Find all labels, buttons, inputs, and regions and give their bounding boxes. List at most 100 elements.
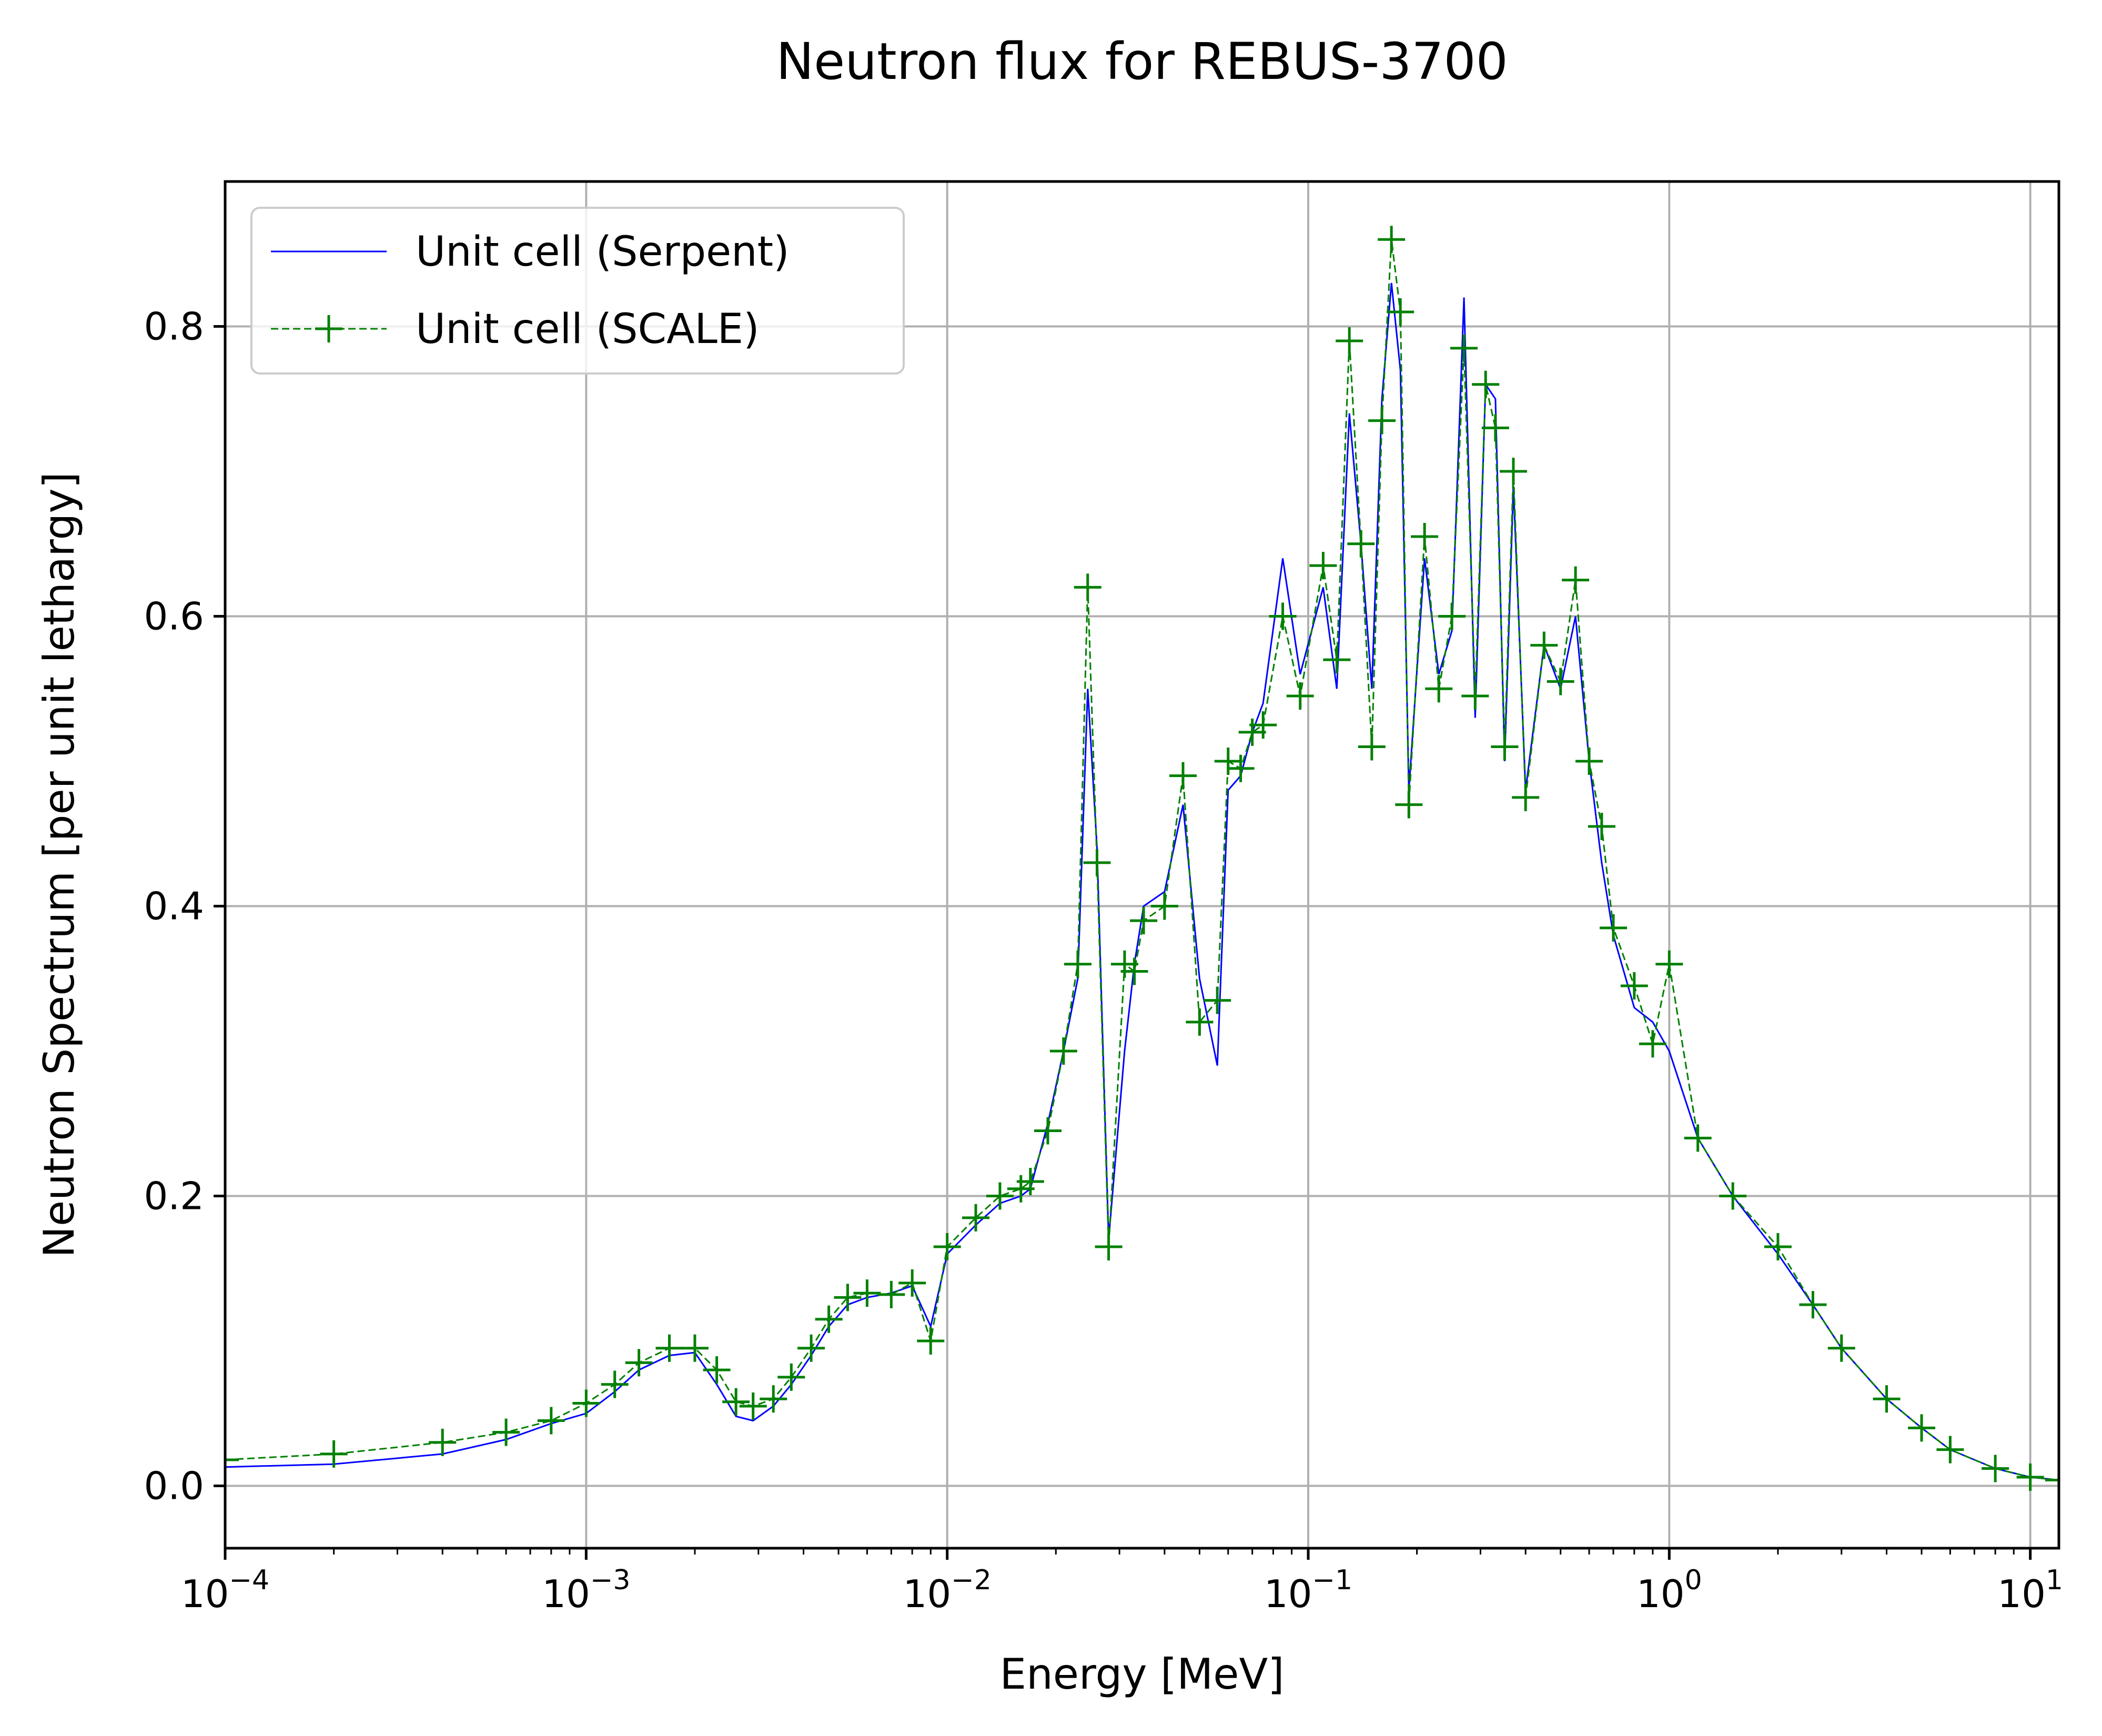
data-point — [1323, 646, 1351, 674]
data-point — [1620, 972, 1648, 1000]
data-point — [1530, 631, 1558, 659]
data-point — [1120, 957, 1148, 985]
data-point — [1588, 812, 1615, 840]
data-point — [1827, 1334, 1855, 1362]
y-tick-label: 0.8 — [144, 305, 204, 349]
data-point — [1083, 849, 1111, 876]
data-point — [1655, 950, 1683, 978]
data-point — [1562, 566, 1590, 594]
data-point — [1169, 762, 1197, 790]
data-point — [917, 1327, 945, 1355]
data-point — [1347, 530, 1375, 558]
data-point — [739, 1392, 767, 1420]
data-point — [1309, 552, 1337, 580]
data-point — [815, 1305, 843, 1333]
x-tick-label: 10−3 — [542, 1565, 630, 1616]
data-point — [933, 1233, 961, 1260]
data-point — [1358, 733, 1386, 761]
data-point — [1411, 522, 1439, 550]
data-point — [1238, 718, 1266, 746]
data-point — [572, 1389, 600, 1417]
data-point — [492, 1418, 520, 1446]
data-point — [1269, 602, 1297, 630]
data-point — [1719, 1182, 1747, 1210]
legend: Unit cell (Serpent) Unit cell (SCALE) — [250, 207, 905, 375]
data-point — [1049, 1037, 1077, 1065]
data-point — [1450, 334, 1478, 362]
x-tick-label: 100 — [1636, 1565, 1702, 1616]
y-axis-label: Neutron Spectrum [per unit lethargy] — [35, 472, 84, 1258]
axis-ticks: 10−4 10−3 10−2 10−1 100 101 0.0 0.2 0.4 0.6 0.8 — [144, 305, 2063, 1616]
data-point — [429, 1428, 457, 1456]
data-point — [1512, 783, 1540, 811]
x-tick-label: 10−2 — [903, 1565, 992, 1616]
data-point — [760, 1385, 787, 1413]
data-point — [1249, 711, 1277, 739]
data-point — [1204, 986, 1231, 1014]
data-point — [1499, 458, 1527, 486]
data-point — [1034, 1117, 1062, 1145]
data-point — [225, 1446, 239, 1473]
data-point — [2016, 1464, 2044, 1491]
y-tick-label: 0.4 — [144, 884, 204, 928]
data-point — [1016, 1167, 1044, 1195]
data-point — [853, 1279, 881, 1307]
data-point — [1873, 1385, 1901, 1413]
data-point — [722, 1388, 750, 1416]
data-point — [1481, 414, 1509, 442]
data-point — [1150, 892, 1178, 920]
data-point — [1227, 754, 1255, 782]
data-point — [1130, 907, 1158, 935]
data-point — [1064, 950, 1092, 978]
data-point — [625, 1349, 653, 1377]
data-point — [1214, 748, 1242, 775]
data-point — [537, 1407, 565, 1435]
chart-title: Neutron flux for REBUS-3700 — [776, 32, 1508, 91]
legend-marker-scale — [315, 315, 342, 342]
data-point — [1472, 370, 1500, 398]
data-point — [655, 1334, 683, 1362]
data-point — [1908, 1414, 1936, 1442]
x-tick-label: 101 — [1997, 1565, 2063, 1616]
data-point — [1395, 791, 1423, 819]
data-point — [1764, 1233, 1792, 1260]
data-point — [1095, 1233, 1123, 1260]
data-point — [1936, 1436, 1964, 1464]
legend-frame — [250, 207, 905, 375]
data-point — [601, 1370, 629, 1398]
data-point — [1387, 298, 1414, 326]
data-point — [1186, 1008, 1214, 1036]
data-point — [1491, 733, 1519, 761]
data-point — [1982, 1455, 2009, 1482]
data-point — [1425, 675, 1453, 703]
x-tick-label: 10−4 — [181, 1565, 269, 1616]
grid — [224, 181, 2059, 1548]
data-point — [1547, 668, 1574, 695]
data-point — [1600, 914, 1628, 942]
data-point — [703, 1356, 731, 1384]
x-tick-label: 10−1 — [1264, 1565, 1352, 1616]
data-point — [681, 1334, 709, 1362]
data-point — [1368, 407, 1396, 435]
data-point — [1286, 682, 1314, 710]
data-point — [834, 1284, 862, 1311]
data-point — [962, 1204, 990, 1232]
data-point — [1461, 682, 1489, 710]
data-point — [898, 1269, 926, 1297]
data-point — [1378, 226, 1406, 254]
data-point — [2045, 1466, 2059, 1494]
data-point — [986, 1182, 1014, 1210]
data-point — [320, 1440, 348, 1468]
series-layer — [225, 226, 2059, 1494]
data-point — [1575, 748, 1603, 775]
legend-label-serpent: Unit cell (Serpent) — [416, 228, 790, 276]
data-point — [1799, 1291, 1827, 1319]
y-tick-label: 0.6 — [144, 594, 204, 639]
data-point — [1684, 1124, 1712, 1152]
y-tick-label: 0.2 — [144, 1174, 204, 1218]
data-point — [1074, 573, 1101, 601]
data-point — [777, 1363, 805, 1391]
plot-frame — [224, 180, 2060, 1550]
data-point — [877, 1280, 905, 1308]
